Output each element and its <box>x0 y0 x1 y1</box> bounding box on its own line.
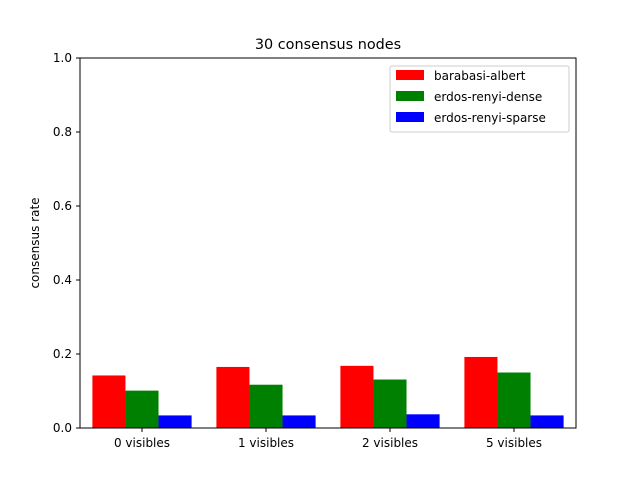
chart-title: 30 consensus nodes <box>255 37 401 53</box>
y-axis-label: consensus rate <box>28 197 42 288</box>
legend-swatch-erdos-renyi-dense <box>396 91 424 101</box>
legend-box <box>389 65 570 133</box>
x-axis: 0 visibles 1 visibles 2 visibles 5 visibles <box>114 428 542 450</box>
legend-label-erdos-renyi-sparse: erdos-renyi-sparse <box>434 111 546 125</box>
plot-frame <box>79 57 577 429</box>
bar-erdos-renyi-dense-3 <box>497 372 531 428</box>
bar-erdos-renyi-dense-1 <box>249 384 283 428</box>
legend-swatch-barabasi-albert <box>396 70 424 80</box>
bar-erdos-renyi-sparse-1 <box>282 415 316 428</box>
legend: barabasi-albert erdos-renyi-dense erdos-re… <box>389 65 570 133</box>
bar-barabasi-albert-3 <box>464 356 498 428</box>
bar-erdos-renyi-dense-0 <box>125 390 159 428</box>
y-tick-label: 1.0 <box>53 51 72 65</box>
legend-label-erdos-renyi-dense: erdos-renyi-dense <box>434 90 542 104</box>
y-tick-label: 0.4 <box>53 273 72 287</box>
legend-label-barabasi-albert: barabasi-albert <box>434 69 526 83</box>
bar-barabasi-albert-0 <box>92 375 126 428</box>
bar-erdos-renyi-dense-2 <box>373 379 407 428</box>
x-tick-label: 2 visibles <box>362 436 418 450</box>
bar-erdos-renyi-sparse-3 <box>530 415 564 428</box>
bar-erdos-renyi-sparse-0 <box>158 415 192 428</box>
bar-barabasi-albert-2 <box>340 365 374 428</box>
bars-group <box>92 356 564 428</box>
x-tick-label: 5 visibles <box>486 436 542 450</box>
x-tick-label: 0 visibles <box>114 436 170 450</box>
y-tick-label: 0.8 <box>53 125 72 139</box>
x-tick-label: 1 visibles <box>238 436 294 450</box>
bar-erdos-renyi-sparse-2 <box>406 414 440 428</box>
y-axis: 0.0 0.2 0.4 0.6 0.8 1.0 <box>53 51 80 435</box>
legend-swatch-erdos-renyi-sparse <box>396 112 424 122</box>
y-tick-label: 0.6 <box>53 199 72 213</box>
y-tick-label: 0.0 <box>53 421 72 435</box>
bar-barabasi-albert-1 <box>216 366 250 428</box>
y-tick-label: 0.2 <box>53 347 72 361</box>
